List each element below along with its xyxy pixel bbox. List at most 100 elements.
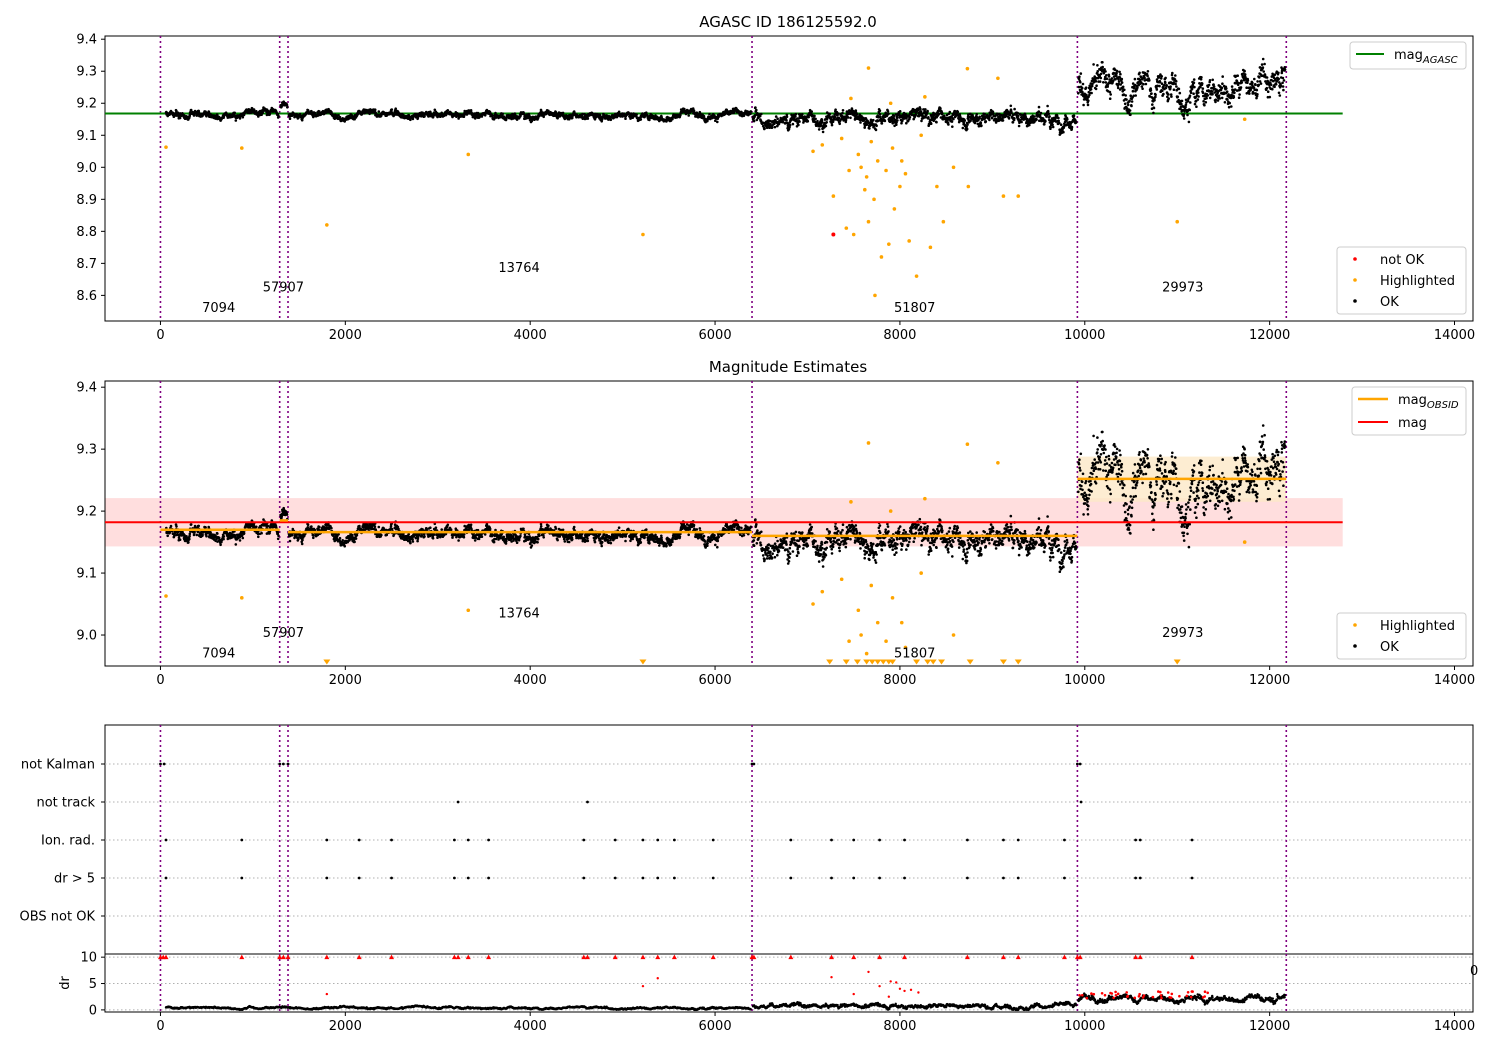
ok-point (929, 122, 933, 125)
ok-point (1084, 86, 1088, 89)
ok-point (874, 128, 878, 132)
ok-point (189, 108, 193, 112)
ok-point (178, 116, 182, 120)
ok-point (501, 112, 505, 115)
ok-point (1237, 96, 1241, 99)
agasc-ytick-label: 8.8 (76, 225, 97, 240)
ok-point (984, 120, 988, 123)
ok-point (878, 113, 882, 116)
ok-point (1141, 87, 1144, 90)
agasc-xtick-label: 4000 (514, 328, 547, 343)
ok-point (980, 124, 983, 127)
ok-point (1043, 123, 1046, 126)
ok-point (238, 117, 242, 120)
ok-point (330, 526, 333, 530)
ok-point (1115, 69, 1119, 73)
ok-point (1243, 73, 1247, 76)
ok-point (798, 120, 801, 123)
ok-point (1193, 102, 1197, 106)
ok-point (1016, 111, 1019, 115)
ok-point (1230, 85, 1234, 88)
ok-point (1186, 99, 1190, 103)
ok-point (1090, 91, 1093, 95)
ok-point (1070, 125, 1074, 129)
ok-point (1165, 84, 1168, 87)
ok-point (1138, 71, 1141, 75)
agasc-panel: 0 2000 4000 6000 8000 10000 12000 140008.68.78.… (76, 33, 1475, 343)
ok-point (491, 114, 494, 117)
ok-point (1160, 75, 1163, 78)
ok-point (1131, 89, 1135, 93)
ok-point (1283, 68, 1287, 71)
ok-point (586, 117, 590, 120)
ok-point (975, 113, 978, 116)
ok-point (1228, 101, 1231, 105)
agasc-xtick-label: 6000 (699, 328, 732, 343)
highlighted-point (872, 197, 876, 202)
highlighted-point (466, 152, 471, 157)
highlighted-point (164, 145, 168, 149)
ok-point (950, 120, 954, 123)
ok-point (1197, 95, 1200, 98)
ok-point (1158, 84, 1161, 88)
ok-point (1117, 80, 1121, 83)
ok-point (1182, 117, 1186, 120)
ok-point (624, 117, 627, 120)
ok-point (1049, 125, 1052, 129)
ok-point (1095, 84, 1098, 87)
ok-point (343, 120, 347, 123)
ok-point (749, 112, 752, 116)
ok-point (716, 120, 719, 124)
ok-point (1227, 105, 1231, 109)
ok-point (209, 531, 212, 534)
ok-point (817, 128, 821, 131)
ok-point (1126, 103, 1130, 107)
ok-point (1184, 103, 1188, 106)
not-ok-point (831, 232, 836, 237)
ok-point (571, 116, 574, 120)
ok-point (1048, 115, 1051, 118)
ok-point (1001, 119, 1005, 122)
ok-point (242, 531, 246, 535)
ok-point (1261, 57, 1265, 61)
ok-point (393, 113, 396, 116)
ok-point (833, 115, 837, 119)
ok-point (825, 121, 828, 124)
magnitude-xtick-label: 6000 (699, 673, 732, 688)
ok-point (1142, 82, 1145, 86)
ok-point (1277, 71, 1280, 75)
ok-point (1092, 63, 1095, 66)
ok-point (193, 531, 196, 534)
ok-point (285, 513, 289, 516)
agasc-ytick-label: 9.0 (76, 161, 97, 176)
highlighted-point (941, 219, 946, 224)
ok-point (785, 119, 788, 122)
highlighted-point (879, 255, 884, 259)
ok-point (810, 110, 813, 113)
ok-point (1087, 99, 1090, 102)
ok-point (188, 534, 191, 538)
ok-point (411, 117, 415, 121)
ok-point (192, 533, 196, 537)
ok-point (1013, 117, 1016, 120)
ok-point (1081, 90, 1084, 94)
ok-point (639, 118, 643, 121)
ok-point (1203, 103, 1206, 107)
ok-point (241, 115, 245, 119)
ok-point (992, 112, 995, 115)
ok-point (868, 127, 871, 130)
highlighted-point (914, 274, 919, 278)
ok-point (1079, 72, 1083, 75)
ok-point (1079, 80, 1082, 84)
ok-point (1017, 124, 1021, 128)
ok-point (1051, 125, 1055, 129)
magnitude-xtick-label: 14000 (1434, 673, 1475, 688)
magnitude-ytick-label: 9.0 (76, 629, 97, 644)
ok-point (935, 120, 938, 124)
ok-point (961, 126, 965, 130)
ok-point (1110, 77, 1114, 80)
highlighted-point (844, 226, 849, 230)
ok-point (1182, 113, 1186, 116)
ok-point (1099, 76, 1103, 80)
ok-point (1013, 107, 1016, 111)
